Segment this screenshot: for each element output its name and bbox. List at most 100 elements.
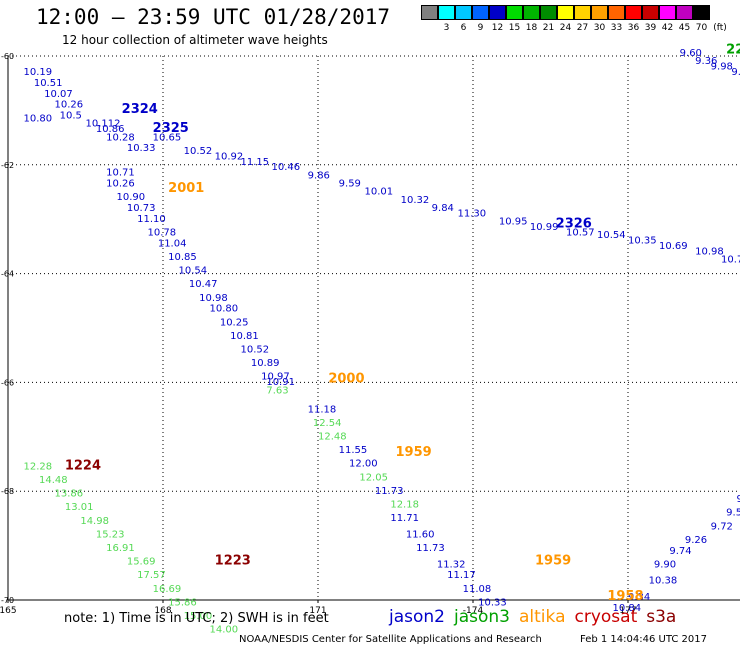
scale-swatch bbox=[676, 5, 693, 20]
footer-note: note: 1) Time is in UTC; 2) SWH is in fe… bbox=[64, 611, 329, 626]
pass-time-label: 2324 bbox=[122, 102, 158, 117]
legend-jason2: jason2 bbox=[389, 607, 445, 627]
pass-time-label: 1224 bbox=[65, 458, 101, 473]
wave-height-label: 13.01 bbox=[65, 502, 94, 513]
scale-label: 36 bbox=[627, 23, 640, 33]
wave-height-label: 15.86 bbox=[168, 597, 197, 608]
wave-height-label: 9.74 bbox=[669, 546, 691, 557]
scale-swatch bbox=[625, 5, 642, 20]
wave-height-label: 14.48 bbox=[39, 475, 68, 486]
wave-height-label: 11.60 bbox=[406, 529, 435, 540]
wave-height-label: 10.90 bbox=[117, 192, 146, 203]
wave-height-label: 12.54 bbox=[313, 418, 342, 429]
wave-height-label: 10.28 bbox=[106, 132, 135, 143]
wave-height-label: 10.54 bbox=[179, 266, 208, 277]
scale-swatch bbox=[642, 5, 659, 20]
y-tick-label: -64 bbox=[1, 270, 14, 279]
x-tick-label: 177 bbox=[619, 606, 636, 616]
scale-swatch bbox=[472, 5, 489, 20]
wave-height-label: 12.48 bbox=[318, 432, 347, 443]
wave-height-label: 9.36 bbox=[695, 56, 717, 67]
scale-swatch bbox=[557, 5, 574, 20]
wave-height-label: 10.26 bbox=[55, 100, 84, 111]
wave-height-label: 14.00 bbox=[210, 625, 239, 636]
x-tick-label: 165 bbox=[0, 606, 17, 616]
wave-height-label: 10.80 bbox=[210, 304, 239, 315]
x-tick-label: 171 bbox=[309, 606, 326, 616]
wave-height-label: 10.33 bbox=[127, 143, 156, 154]
wave-height-label: 11.32 bbox=[437, 559, 466, 570]
wave-height-label: 11.04 bbox=[158, 238, 187, 249]
chart-subtitle: 12 hour collection of altimeter wave hei… bbox=[62, 33, 328, 47]
legend-s3a: s3a bbox=[646, 607, 677, 627]
wave-height-label: 11.15 bbox=[241, 157, 270, 168]
wave-height-label: 10.46 bbox=[272, 162, 301, 173]
x-tick-label: 168 bbox=[154, 606, 171, 616]
legend-jason3: jason3 bbox=[454, 607, 510, 627]
scale-label: 12 bbox=[491, 23, 504, 33]
y-tick-label: -60 bbox=[1, 52, 14, 61]
wave-height-label: 10.65 bbox=[153, 132, 182, 143]
wave-height-label: 11.18 bbox=[308, 404, 337, 415]
wave-height-label: 10.81 bbox=[230, 331, 259, 342]
y-tick-label: -68 bbox=[1, 487, 14, 496]
pass-time-label: 2325 bbox=[153, 121, 189, 136]
wave-height-label: 10.97 bbox=[261, 372, 290, 383]
scale-swatch bbox=[693, 5, 710, 20]
satellite-legend: jason2 jason3 altika cryosat s3a bbox=[389, 607, 685, 627]
scale-swatch bbox=[659, 5, 676, 20]
wave-height-label: 11.71 bbox=[390, 513, 419, 524]
wave-height-label: 9.72 bbox=[711, 521, 733, 532]
wave-height-label: 11.30 bbox=[458, 208, 487, 219]
wave-height-label: 11.73 bbox=[416, 543, 445, 554]
pass-time-label: 1959 bbox=[396, 445, 432, 460]
wave-height-label: 10.32 bbox=[401, 195, 430, 206]
wave-height-label: 7.63 bbox=[266, 385, 288, 396]
pass-time-label: 2224 bbox=[726, 42, 740, 57]
wave-height-label: 9.26 bbox=[685, 535, 707, 546]
pass-time-label: 2326 bbox=[556, 216, 592, 231]
wave-height-label: 10.73 bbox=[127, 203, 156, 214]
scale-label: 21 bbox=[542, 23, 555, 33]
scale-swatch bbox=[438, 5, 455, 20]
scale-swatch bbox=[540, 5, 557, 20]
wave-height-label: 17.57 bbox=[137, 570, 166, 581]
scale-label: 24 bbox=[559, 23, 572, 33]
pass-time-label: 1959 bbox=[535, 554, 571, 569]
wave-height-label: 10.57 bbox=[566, 228, 595, 239]
wave-height-label: 9.90 bbox=[654, 559, 676, 570]
wave-height-label: 11.55 bbox=[339, 445, 368, 456]
wave-height-label: 9.59 bbox=[339, 179, 361, 190]
scale-label: 9 bbox=[477, 23, 484, 33]
wave-height-label: 9.60 bbox=[680, 48, 702, 59]
y-tick-label: -70 bbox=[1, 596, 14, 605]
wave-height-label: 15.69 bbox=[127, 557, 156, 568]
wave-height-label: 9.34 bbox=[628, 592, 650, 603]
wave-height-label: 10.86 bbox=[96, 124, 125, 135]
wave-height-label: 10.5 bbox=[60, 111, 82, 122]
wave-height-label: 11.08 bbox=[463, 584, 492, 595]
pass-time-label: 2001 bbox=[168, 181, 204, 196]
wave-height-label: 9.86 bbox=[308, 170, 330, 181]
wave-height-label: 14.98 bbox=[80, 516, 109, 527]
credit-line: NOAA/NESDIS Center for Satellite Applica… bbox=[239, 634, 542, 645]
chart-title: 12:00 – 23:59 UTC 01/28/2017 bbox=[36, 5, 391, 29]
wave-height-label: 10.26 bbox=[106, 179, 135, 190]
wave-height-label: 10.33 bbox=[478, 597, 507, 608]
wave-height-label: 10.98 bbox=[199, 293, 228, 304]
wave-height-label: 10.95 bbox=[499, 217, 528, 228]
wave-height-label: 9.66 bbox=[731, 67, 740, 78]
wave-height-label: 10.73 bbox=[721, 255, 740, 266]
wave-height-label: 10.98 bbox=[695, 247, 724, 258]
pass-time-label: 1223 bbox=[215, 554, 251, 569]
wave-height-label: 10.19 bbox=[24, 67, 53, 78]
wave-height-label: 9.55 bbox=[726, 508, 740, 519]
wave-height-label: 10.51 bbox=[34, 78, 63, 89]
scale-swatch bbox=[506, 5, 523, 20]
scale-swatch bbox=[523, 5, 540, 20]
y-tick-label: -62 bbox=[1, 161, 14, 170]
scale-label: 70 bbox=[695, 23, 708, 33]
legend-cryosat: cryosat bbox=[574, 607, 638, 627]
wave-height-label: 16.69 bbox=[153, 584, 182, 595]
